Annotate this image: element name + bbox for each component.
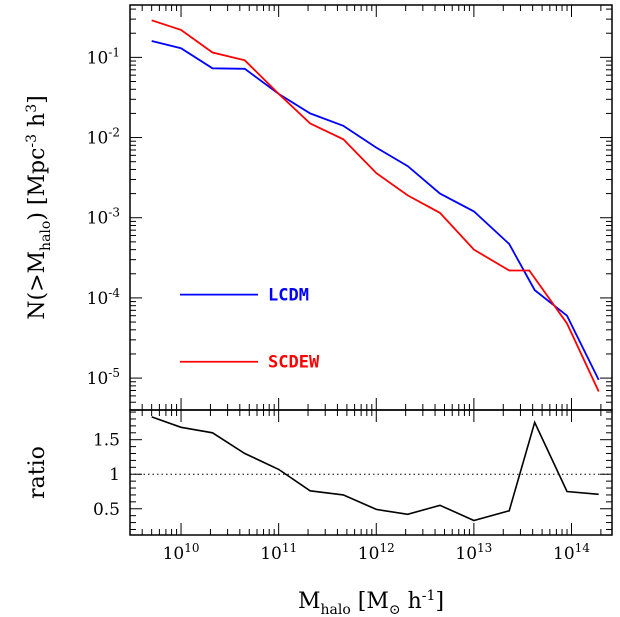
y-tick-label-exp: -5 [108,366,120,380]
y-tick-label-base: 10 [87,48,109,68]
x-axis-label-part: ] [435,589,444,614]
y-tick-label: 1 [109,465,120,485]
top-y-axis-label-part: h [25,113,50,134]
x-axis-label-part: h [401,589,422,614]
x-tick-label-base: 10 [163,544,185,564]
top-y-axis-label: N(>Mhalo) [Mpc-3 h3] [24,95,54,320]
top-y-axis-label-part: ] [25,95,50,104]
x-tick-label-base: 10 [455,544,477,564]
y-tick-label: 10-2 [87,126,120,149]
x-tick-label: 1013 [455,541,492,564]
y-tick-label: 0.5 [93,500,120,520]
y-tick-label-exp: -4 [108,286,120,300]
top-y-axis-label-part: N(>M [25,251,50,320]
top-y-axis-label-part: ) [Mpc [25,148,50,221]
bottom-plot-frame [129,409,613,536]
x-tick-label-base: 10 [358,544,380,564]
x-tick-label: 1010 [163,541,200,564]
legend-label-scdew: SCDEW [268,353,320,373]
ratio-line [151,416,599,522]
x-tick-label-exp: 13 [477,541,492,555]
x-tick-label: 1012 [358,541,395,564]
x-tick-label-exp: 10 [184,541,199,555]
x-tick-label-base: 10 [553,544,575,564]
x-axis-label-part: [M [351,589,389,614]
top-y-axis-label-part: -3 [24,134,40,148]
y-tick-label-base: 10 [87,369,109,389]
y-tick-label: 10-4 [87,286,121,309]
x-tick-label: 1014 [553,541,590,564]
x-tick-label-base: 10 [260,544,282,564]
y-tick-label-exp: -3 [108,206,120,220]
y-tick-label-base: 10 [87,209,109,229]
top-y-axis-label-part: halo [38,221,54,251]
x-axis-label-part: -1 [422,588,436,604]
top-y-axis-label-part: 3 [24,104,40,113]
y-tick-label-exp: -2 [108,126,120,140]
x-tick-label-exp: 11 [282,541,297,555]
series-line-lcdm [151,40,600,381]
legend-label-lcdm: LCDM [268,286,309,306]
y-tick-label-base: 10 [87,289,109,309]
x-axis-label-part: ⊙ [389,602,401,617]
series-line-scdew [151,19,600,392]
top-plot-frame [129,4,613,411]
x-axis-label: Mhalo [M⊙ h-1] [298,588,444,617]
x-axis-label-part: halo [321,602,351,617]
bottom-y-axis-label: ratio [25,446,50,499]
y-tick-label: 10-3 [87,206,120,229]
y-tick-label: 10-1 [87,45,120,68]
x-axis-label-part: M [298,589,321,614]
x-tick-label-exp: 12 [379,541,394,555]
y-tick-label-base: 10 [87,129,109,149]
y-tick-label: 1.5 [93,431,120,451]
y-tick-label-exp: -1 [108,45,120,59]
axis-labels: Mhalo [M⊙ h-1]N(>Mhalo) [Mpc-3 h3]ratio [24,95,444,617]
y-tick-label: 10-5 [87,366,120,389]
x-tick-label-exp: 14 [575,541,591,555]
x-tick-label: 1011 [260,541,297,564]
